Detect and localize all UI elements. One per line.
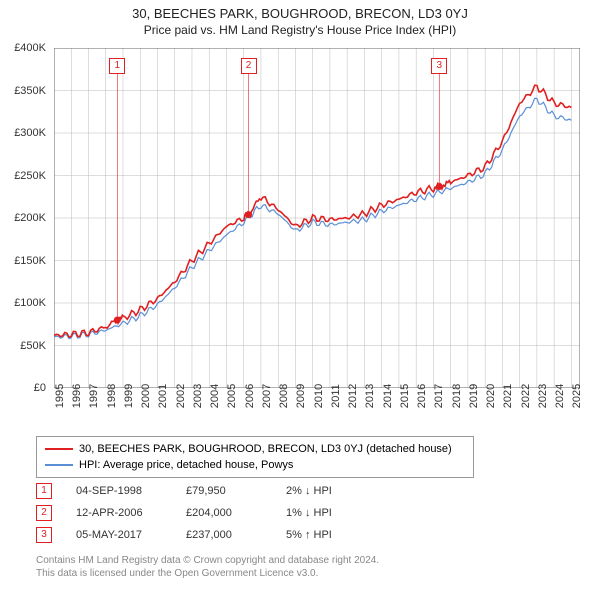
title-subtitle: Price paid vs. HM Land Registry's House … [0,23,600,37]
sales-marker-box: 2 [36,505,52,521]
x-tick-label: 2011 [330,384,342,408]
y-tick-label: £0 [34,382,46,394]
legend-label: HPI: Average price, detached house, Powy… [79,459,293,471]
sales-row: 3 05-MAY-2017£237,0005% ↑ HPI [36,524,386,546]
y-tick-label: £300K [14,127,46,139]
x-tick-label: 2002 [175,384,187,408]
x-tick-label: 1996 [71,384,83,408]
sales-date: 12-APR-2006 [76,507,186,519]
x-tick-label: 2012 [347,384,359,408]
x-tick-label: 2008 [278,384,290,408]
x-tick-label: 2010 [313,384,325,408]
y-tick-label: £100K [14,297,46,309]
x-tick-label: 1997 [88,384,100,408]
x-tick-label: 2007 [261,384,273,408]
title-address: 30, BEECHES PARK, BOUGHROOD, BRECON, LD3… [0,6,600,21]
x-tick-label: 2014 [382,384,394,408]
x-tick-label: 2005 [226,384,238,408]
legend-item: HPI: Average price, detached house, Powy… [45,457,465,473]
chart-svg [54,48,580,388]
y-tick-label: £150K [14,255,46,267]
y-tick-label: £250K [14,170,46,182]
legend-label: 30, BEECHES PARK, BOUGHROOD, BRECON, LD3… [79,443,452,455]
x-tick-label: 2016 [416,384,428,408]
y-tick-label: £400K [14,42,46,54]
chart-container: 30, BEECHES PARK, BOUGHROOD, BRECON, LD3… [0,0,600,590]
x-tick-label: 2018 [451,384,463,408]
chart-plot-area [54,48,580,388]
sales-row: 1 04-SEP-1998£79,9502% ↓ HPI [36,480,386,502]
x-tick-label: 2004 [209,384,221,408]
sales-date: 05-MAY-2017 [76,529,186,541]
y-tick-label: £200K [14,212,46,224]
sale-marker-box: 1 [109,58,125,74]
legend-item: 30, BEECHES PARK, BOUGHROOD, BRECON, LD3… [45,441,465,457]
title-block: 30, BEECHES PARK, BOUGHROOD, BRECON, LD3… [0,0,600,37]
x-tick-label: 2013 [364,384,376,408]
x-tick-label: 2020 [485,384,497,408]
x-tick-label: 2019 [468,384,480,408]
legend-swatch [45,448,73,450]
x-tick-label: 1998 [106,384,118,408]
y-axis-labels: £0£50K£100K£150K£200K£250K£300K£350K£400… [0,48,50,388]
sales-marker-box: 3 [36,527,52,543]
sales-price: £204,000 [186,507,286,519]
sales-hpi: 1% ↓ HPI [286,507,386,519]
sale-marker-box: 2 [241,58,257,74]
sales-price: £237,000 [186,529,286,541]
x-tick-label: 1995 [54,384,66,408]
x-tick-label: 2017 [433,384,445,408]
sales-marker-box: 1 [36,483,52,499]
y-tick-label: £50K [20,340,46,352]
x-tick-label: 2001 [157,384,169,408]
sales-row: 2 12-APR-2006£204,0001% ↓ HPI [36,502,386,524]
x-axis-labels: 1995199619971998199920002001200220032004… [54,392,580,432]
sales-table: 1 04-SEP-1998£79,9502% ↓ HPI 2 12-APR-2006£… [36,480,386,546]
x-tick-label: 2022 [520,384,532,408]
attribution-line1: Contains HM Land Registry data © Crown c… [36,554,379,567]
y-tick-label: £350K [14,85,46,97]
x-tick-label: 2000 [140,384,152,408]
sales-hpi: 2% ↓ HPI [286,485,386,497]
x-tick-label: 2009 [295,384,307,408]
x-tick-label: 2025 [571,384,583,408]
x-tick-label: 1999 [123,384,135,408]
x-tick-label: 2024 [554,384,566,408]
x-tick-label: 2006 [244,384,256,408]
sale-marker-box: 3 [431,58,447,74]
x-tick-label: 2003 [192,384,204,408]
sales-price: £79,950 [186,485,286,497]
sales-date: 04-SEP-1998 [76,485,186,497]
legend: 30, BEECHES PARK, BOUGHROOD, BRECON, LD3… [36,436,474,478]
attribution: Contains HM Land Registry data © Crown c… [36,554,379,580]
attribution-line2: This data is licensed under the Open Gov… [36,567,379,580]
x-tick-label: 2023 [537,384,549,408]
x-tick-label: 2021 [502,384,514,408]
x-tick-label: 2015 [399,384,411,408]
legend-swatch [45,464,73,465]
sales-hpi: 5% ↑ HPI [286,529,386,541]
